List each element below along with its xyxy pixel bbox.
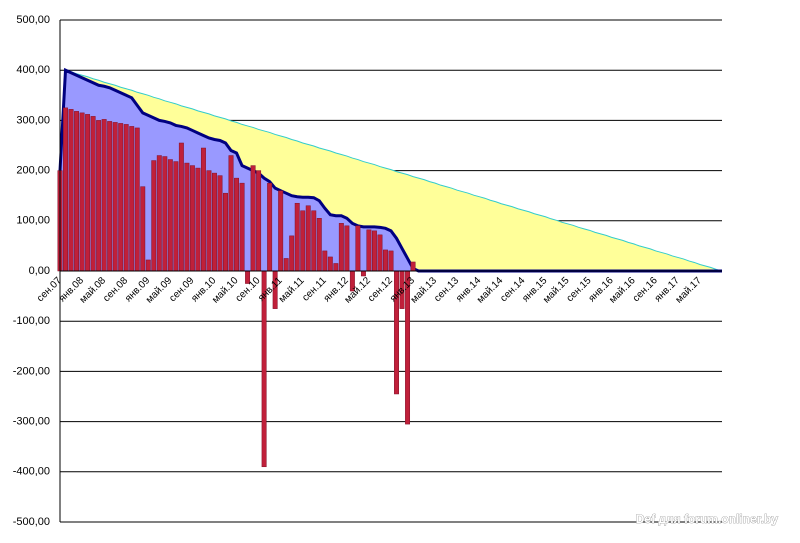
bar (410, 261, 416, 272)
bar (366, 229, 372, 272)
y-tick-label: 300,00 (16, 114, 50, 126)
bar (355, 225, 361, 272)
y-tick-label: 0,00 (29, 265, 50, 277)
bar (134, 127, 140, 272)
y-tick-label: 200,00 (16, 165, 50, 177)
bar (101, 119, 107, 272)
bar (79, 112, 85, 272)
bar (338, 223, 344, 272)
bar (74, 111, 80, 272)
bar (63, 107, 68, 272)
bar (316, 218, 322, 272)
bar (228, 155, 234, 272)
bar (371, 230, 377, 272)
area-line (65, 69, 723, 272)
bar (311, 210, 317, 272)
bar (68, 109, 74, 272)
bar (322, 250, 328, 272)
y-tick-label: 100,00 (16, 215, 50, 227)
bar (156, 155, 162, 272)
bar (189, 165, 195, 272)
bar (212, 172, 217, 272)
watermark: Def для forum.onliner.by (636, 512, 779, 526)
bar (278, 190, 284, 272)
bar (85, 114, 91, 272)
bar (123, 124, 129, 272)
bar (129, 126, 135, 272)
bar (217, 175, 223, 272)
bar (250, 165, 256, 272)
bar (96, 120, 102, 272)
bar (223, 192, 228, 272)
bar (195, 167, 201, 272)
bar (234, 177, 239, 272)
bar (173, 161, 179, 272)
bar (256, 170, 262, 272)
y-tick-label: -100,00 (13, 315, 50, 327)
y-tick-label: -400,00 (13, 466, 50, 478)
bar (344, 225, 350, 272)
bar (178, 142, 184, 272)
bar (184, 162, 190, 272)
bar (300, 210, 306, 272)
y-tick-label: 500,00 (16, 14, 50, 26)
y-tick-label: -200,00 (13, 365, 50, 377)
y-tick-label: -500,00 (13, 516, 50, 528)
bar (206, 170, 212, 272)
x-tick-label: май.11 (277, 275, 307, 305)
y-tick-label: 400,00 (16, 64, 50, 76)
y-tick-label: -300,00 (13, 416, 50, 428)
bar (294, 202, 300, 272)
bar (90, 116, 96, 272)
bar (377, 234, 383, 272)
bar (289, 235, 295, 272)
bar (333, 263, 339, 272)
bar (151, 160, 157, 272)
bar (383, 249, 388, 272)
bar (112, 122, 118, 272)
bar (283, 258, 289, 272)
bar (267, 182, 273, 272)
bar (200, 147, 206, 272)
bar (140, 186, 146, 272)
bar (162, 156, 168, 272)
bar (145, 259, 151, 272)
bar (305, 205, 311, 272)
bar (118, 123, 124, 272)
bar (388, 250, 394, 272)
bar (167, 159, 173, 272)
bar (107, 121, 113, 272)
bar (327, 256, 333, 272)
bar (239, 182, 245, 272)
